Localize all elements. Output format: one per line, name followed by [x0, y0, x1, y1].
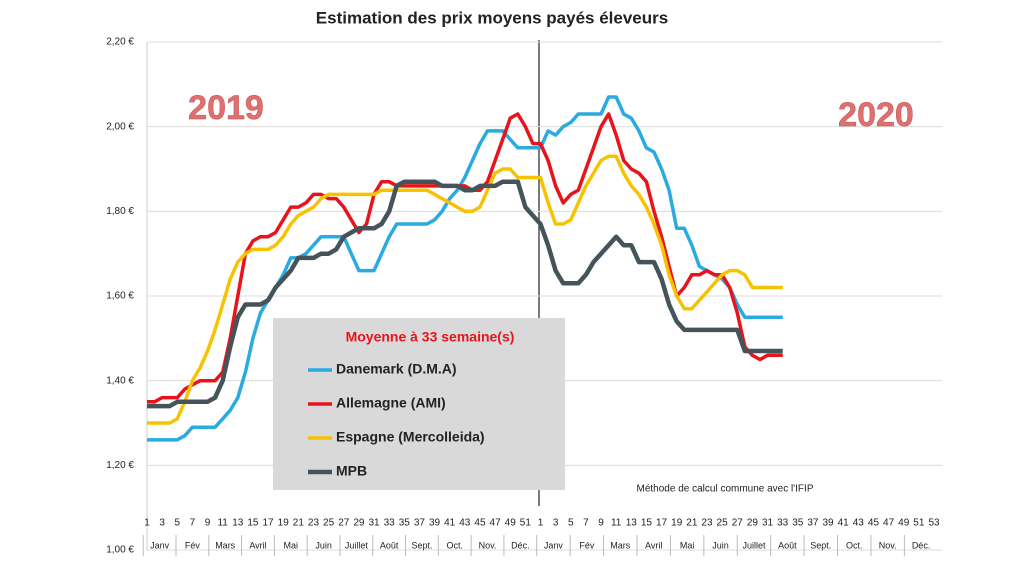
plot-area: 1,00 € 1,20 € 1,40 € 1,60 € 1,80 € 2,00 € 2,20…	[106, 37, 942, 556]
x-tick-label: 9	[598, 518, 604, 529]
x-tick-label: 7	[583, 518, 589, 529]
y-tick-label: 1,80 €	[106, 206, 134, 217]
month-label: Nov.	[479, 540, 497, 550]
x-tick-label: 35	[792, 518, 804, 529]
y-tick-label: 2,20 €	[106, 37, 134, 48]
x-tick-label: 5	[174, 518, 180, 529]
month-label: Oct.	[846, 540, 863, 550]
x-tick-label: 39	[429, 518, 441, 529]
y-tick-label: 1,60 €	[106, 291, 134, 302]
month-label: Juillet	[345, 540, 369, 550]
x-tick-label: 39	[822, 518, 834, 529]
y-tick-label: 1,00 €	[106, 545, 134, 556]
month-label: Fév	[579, 540, 595, 550]
x-tick-label: 37	[807, 518, 819, 529]
month-label: Sept.	[411, 540, 432, 550]
x-tick-label: 5	[568, 518, 574, 529]
month-label: Sept.	[810, 540, 831, 550]
x-tick-label: 23	[701, 518, 713, 529]
month-label: Oct.	[446, 540, 463, 550]
x-tick-label: 21	[686, 518, 698, 529]
x-tick-label: 53	[928, 518, 940, 529]
x-tick-label: 47	[883, 518, 895, 529]
x-tick-label: 29	[353, 518, 365, 529]
month-label: Juillet	[742, 540, 766, 550]
x-tick-label: 3	[553, 518, 559, 529]
x-tick-label: 45	[474, 518, 486, 529]
series-line	[147, 95, 783, 442]
x-tick-label: 11	[217, 518, 228, 529]
x-tick-label: 43	[459, 518, 471, 529]
series-line	[147, 154, 783, 425]
x-tick-label: 1	[538, 518, 544, 529]
x-tick-label: 51	[913, 518, 925, 529]
month-label: Mai	[680, 540, 695, 550]
x-tick-label: 19	[278, 518, 290, 529]
x-tick-label: 1	[144, 518, 150, 529]
x-tick-label: 43	[853, 518, 865, 529]
month-label: Nov.	[879, 540, 897, 550]
x-tick-label: 27	[338, 518, 350, 529]
x-tick-label: 29	[747, 518, 759, 529]
legend-label: Allemagne (AMI)	[336, 395, 446, 411]
month-label: Juin	[712, 540, 729, 550]
year-label: 2020	[838, 96, 914, 134]
x-tick-label: 51	[520, 518, 532, 529]
year-label: 2019	[188, 89, 264, 127]
legend-label: MPB	[336, 463, 367, 479]
month-label: Juin	[315, 540, 332, 550]
x-tick-label: 15	[247, 518, 259, 529]
month-label: Janv	[544, 540, 564, 550]
x-tick-label: 49	[898, 518, 910, 529]
x-tick-label: 41	[838, 518, 850, 529]
y-tick-label: 1,20 €	[106, 460, 134, 471]
x-tick-label: 35	[399, 518, 411, 529]
x-tick-label: 17	[263, 518, 275, 529]
month-label: Janv	[150, 540, 170, 550]
x-tick-label: 3	[159, 518, 165, 529]
note: Méthode de calcul commune avec l'IFIP	[637, 484, 814, 495]
legend: Moyenne à 33 semaine(s) Danemark (D.M.A)…	[273, 318, 565, 490]
x-tick-label: 33	[384, 518, 396, 529]
x-tick-label: 21	[293, 518, 305, 529]
month-label: Avril	[249, 540, 266, 550]
x-tick-label: 11	[611, 518, 622, 529]
x-tick-label: 33	[777, 518, 789, 529]
month-label: Mars	[215, 540, 235, 550]
x-tick-label: 19	[671, 518, 683, 529]
series-line	[147, 179, 783, 409]
month-label: Mai	[284, 540, 299, 550]
x-tick-label: 23	[308, 518, 320, 529]
x-tick-label: 7	[190, 518, 196, 529]
month-label: Août	[778, 540, 797, 550]
x-tick-label: 13	[626, 518, 638, 529]
month-label: Fév	[185, 540, 201, 550]
month-label: Mars	[610, 540, 630, 550]
month-label: Août	[380, 540, 399, 550]
x-tick-label: 27	[732, 518, 744, 529]
x-tick-label: 9	[205, 518, 211, 529]
legend-title: Moyenne à 33 semaine(s)	[346, 329, 515, 345]
month-label: Déc.	[511, 540, 530, 550]
legend-label: Espagne (Mercolleida)	[336, 429, 485, 445]
x-tick-label: 15	[641, 518, 653, 529]
x-tick-label: 45	[868, 518, 880, 529]
x-tick-label: 25	[717, 518, 729, 529]
legend-label: Danemark (D.M.A)	[336, 361, 457, 377]
x-tick-label: 47	[490, 518, 502, 529]
x-tick-label: 31	[762, 518, 774, 529]
chart-title: Estimation des prix moyens payés éleveur…	[316, 8, 668, 27]
x-tick-label: 13	[232, 518, 244, 529]
x-tick-label: 49	[505, 518, 517, 529]
month-label: Déc.	[912, 540, 931, 550]
x-tick-label: 31	[368, 518, 380, 529]
y-tick-label: 1,40 €	[106, 375, 134, 386]
month-label: Avril	[645, 540, 662, 550]
x-tick-label: 41	[444, 518, 456, 529]
x-tick-label: 17	[656, 518, 668, 529]
y-tick-label: 2,00 €	[106, 121, 134, 132]
x-tick-label: 37	[414, 518, 426, 529]
x-tick-label: 25	[323, 518, 335, 529]
